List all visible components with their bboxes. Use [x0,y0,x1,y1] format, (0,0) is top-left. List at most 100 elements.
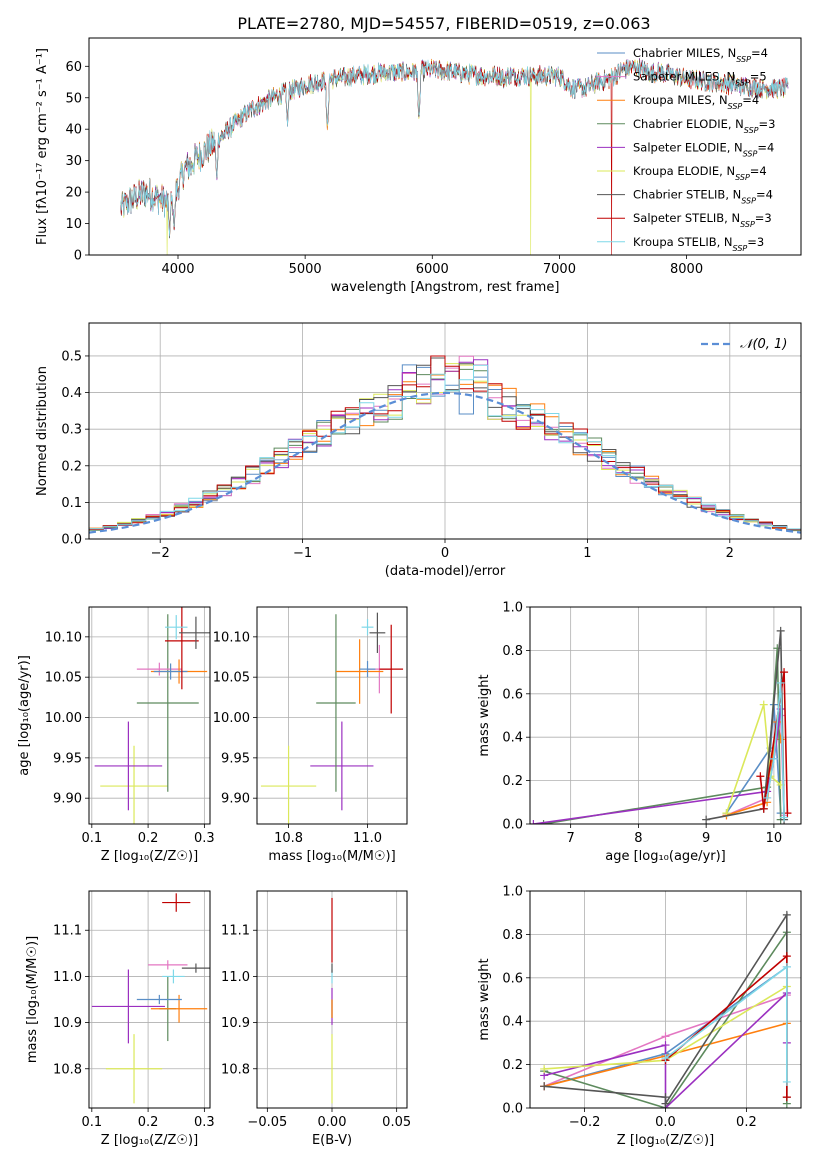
errorbar-point [148,960,188,970]
weight-point-marker [782,1093,791,1102]
weight-point-marker [759,804,768,813]
legend-entry: Kroupa STELIB, NSSP=3 [633,235,764,253]
x-tick-label: −0.05 [247,1115,287,1130]
errorbar-point [369,612,386,653]
x-tick-label: 8 [634,831,642,846]
y-tick-label: 0.4 [61,386,82,401]
x-tick-label: 0.2 [736,1115,757,1130]
errorbar-point [164,607,199,690]
weight-lines [530,626,792,824]
y-tick-label: 10.00 [45,711,82,726]
x-tick-label: 0.0 [655,1115,676,1130]
weight-point-marker [702,815,711,824]
y-tick-label: 10 [65,217,82,232]
y-tick-label: 11.1 [221,924,250,939]
legend-text: =5 [750,70,767,84]
legend-text: =4 [750,164,767,178]
legend-text: =4 [742,93,759,107]
errorbar-point [359,661,376,678]
legend-text: Salpeter ELODIE, N [633,140,743,154]
errorbar-point [162,969,185,984]
x-tick-label: 8000 [670,262,703,277]
errorbar-point [136,994,182,1005]
y-tick-label: 60 [65,60,82,75]
y-tick-label: 10.00 [213,711,250,726]
y-tick-label: 10.10 [213,630,250,645]
histogram-step [89,364,801,530]
weight-vs-age-panel: 7 8 9 10 0.0 0.2 0.4 0.6 0.8 1.0 age [log₁₀(age/yr… [477,601,802,864]
legend-text: =4 [751,46,768,60]
weight-point-marker [539,820,548,824]
x-axis-label: wavelength [Angstrom, rest frame] [331,280,560,295]
weight-point-marker [782,910,791,919]
axes-frame [88,37,802,256]
weight-point-marker [773,644,782,653]
errorbar-point [379,624,404,714]
legend-text: =3 [755,211,772,225]
x-tick-label: 9 [702,831,710,846]
legend-subscript: SSP [735,78,750,87]
errorbar-point [91,969,165,1044]
legend-subscript: SSP [735,173,750,182]
y-tick-label: 0.2 [502,774,523,789]
x-axis-label: Z [log₁₀(Z/Z☉)] [101,849,198,864]
x-tick-label: 0.00 [318,1115,347,1130]
y-tick-label: 0.8 [502,644,523,659]
residuals-panel: −2 −1 0 1 2 0.0 0.1 0.2 0.3 0.4 0.5 (data-model)/er… [35,322,802,579]
weight-series-line [766,682,785,818]
legend-entry: 𝒩(0, 1) [740,337,787,352]
y-tick-label: 0.6 [502,687,523,702]
y-tick-label: 10.9 [53,1016,82,1031]
spectrum-series-line [120,59,789,255]
age-vs-mass-panel: 10.8 11.0 9.90 9.95 10.00 10.05 10.10 mass [log… [213,606,408,864]
weight-point-marker [782,1077,791,1086]
legend-text: Kroupa STELIB, N [633,235,733,249]
legend-text: Salpeter MILES, N [633,70,735,84]
age-vs-Z-panel: 0.1 0.2 0.3 9.90 9.95 10.00 10.05 10.10 Z [log₁₀… [17,606,215,864]
y-axis-label: Normed distribution [35,366,50,496]
x-tick-label: 1 [583,546,591,561]
weight-point-marker [530,820,538,824]
x-tick-label: 0.2 [138,1115,159,1130]
x-tick-label: −2 [151,546,170,561]
x-axis-label: Z [log₁₀(Z/Z☉)] [101,1133,198,1148]
error-bars [260,612,404,824]
errorbar-point [361,619,374,636]
errorbar-point [100,745,168,824]
residual-histograms [89,355,801,534]
legend-entry: Chabrier ELODIE, NSSP=3 [633,117,775,135]
x-axis-label: age [log₁₀(age/yr)] [605,849,726,864]
weight-point-marker [661,1099,670,1108]
errorbar-point [179,616,210,649]
figure-title: PLATE=2780, MJD=54557, FIBERID=0519, z=0… [237,14,650,33]
legend-subscript: SSP [736,55,751,64]
errorbar-point [105,1034,163,1104]
weight-point-marker [780,668,789,677]
legend-subscript: SSP [744,125,759,134]
y-tick-label: 1.0 [502,885,523,900]
legend-subscript: SSP [741,196,756,205]
legend-text: Chabrier STELIB, N [633,188,741,202]
legend-text: Kroupa ELODIE, N [633,164,735,178]
weight-series-line [543,648,782,824]
legend-entry: Salpeter STELIB, NSSP=3 [633,211,772,229]
y-tick-label: 0.4 [502,731,523,746]
x-tick-label: 5000 [289,262,322,277]
x-tick-label: 0.3 [194,831,215,846]
legend-text: Salpeter STELIB, N [633,211,740,225]
y-tick-label: 0.2 [61,459,82,474]
x-tick-label: 6000 [416,262,449,277]
y-tick-label: 0.5 [61,349,82,364]
weight-point-marker [763,793,772,802]
legend-text: =3 [747,235,764,249]
x-tick-label: −0.2 [569,1115,601,1130]
y-tick-label: 10.9 [221,1016,250,1031]
legend-subscript: SSP [733,243,748,252]
x-tick-label: 4000 [161,262,194,277]
x-axis-label: E(B-V) [312,1133,352,1148]
legend-text: Chabrier ELODIE, N [633,117,744,131]
x-tick-label: 0.2 [138,831,159,846]
errorbar-point [164,615,188,640]
spectrum-series-line [120,60,789,255]
